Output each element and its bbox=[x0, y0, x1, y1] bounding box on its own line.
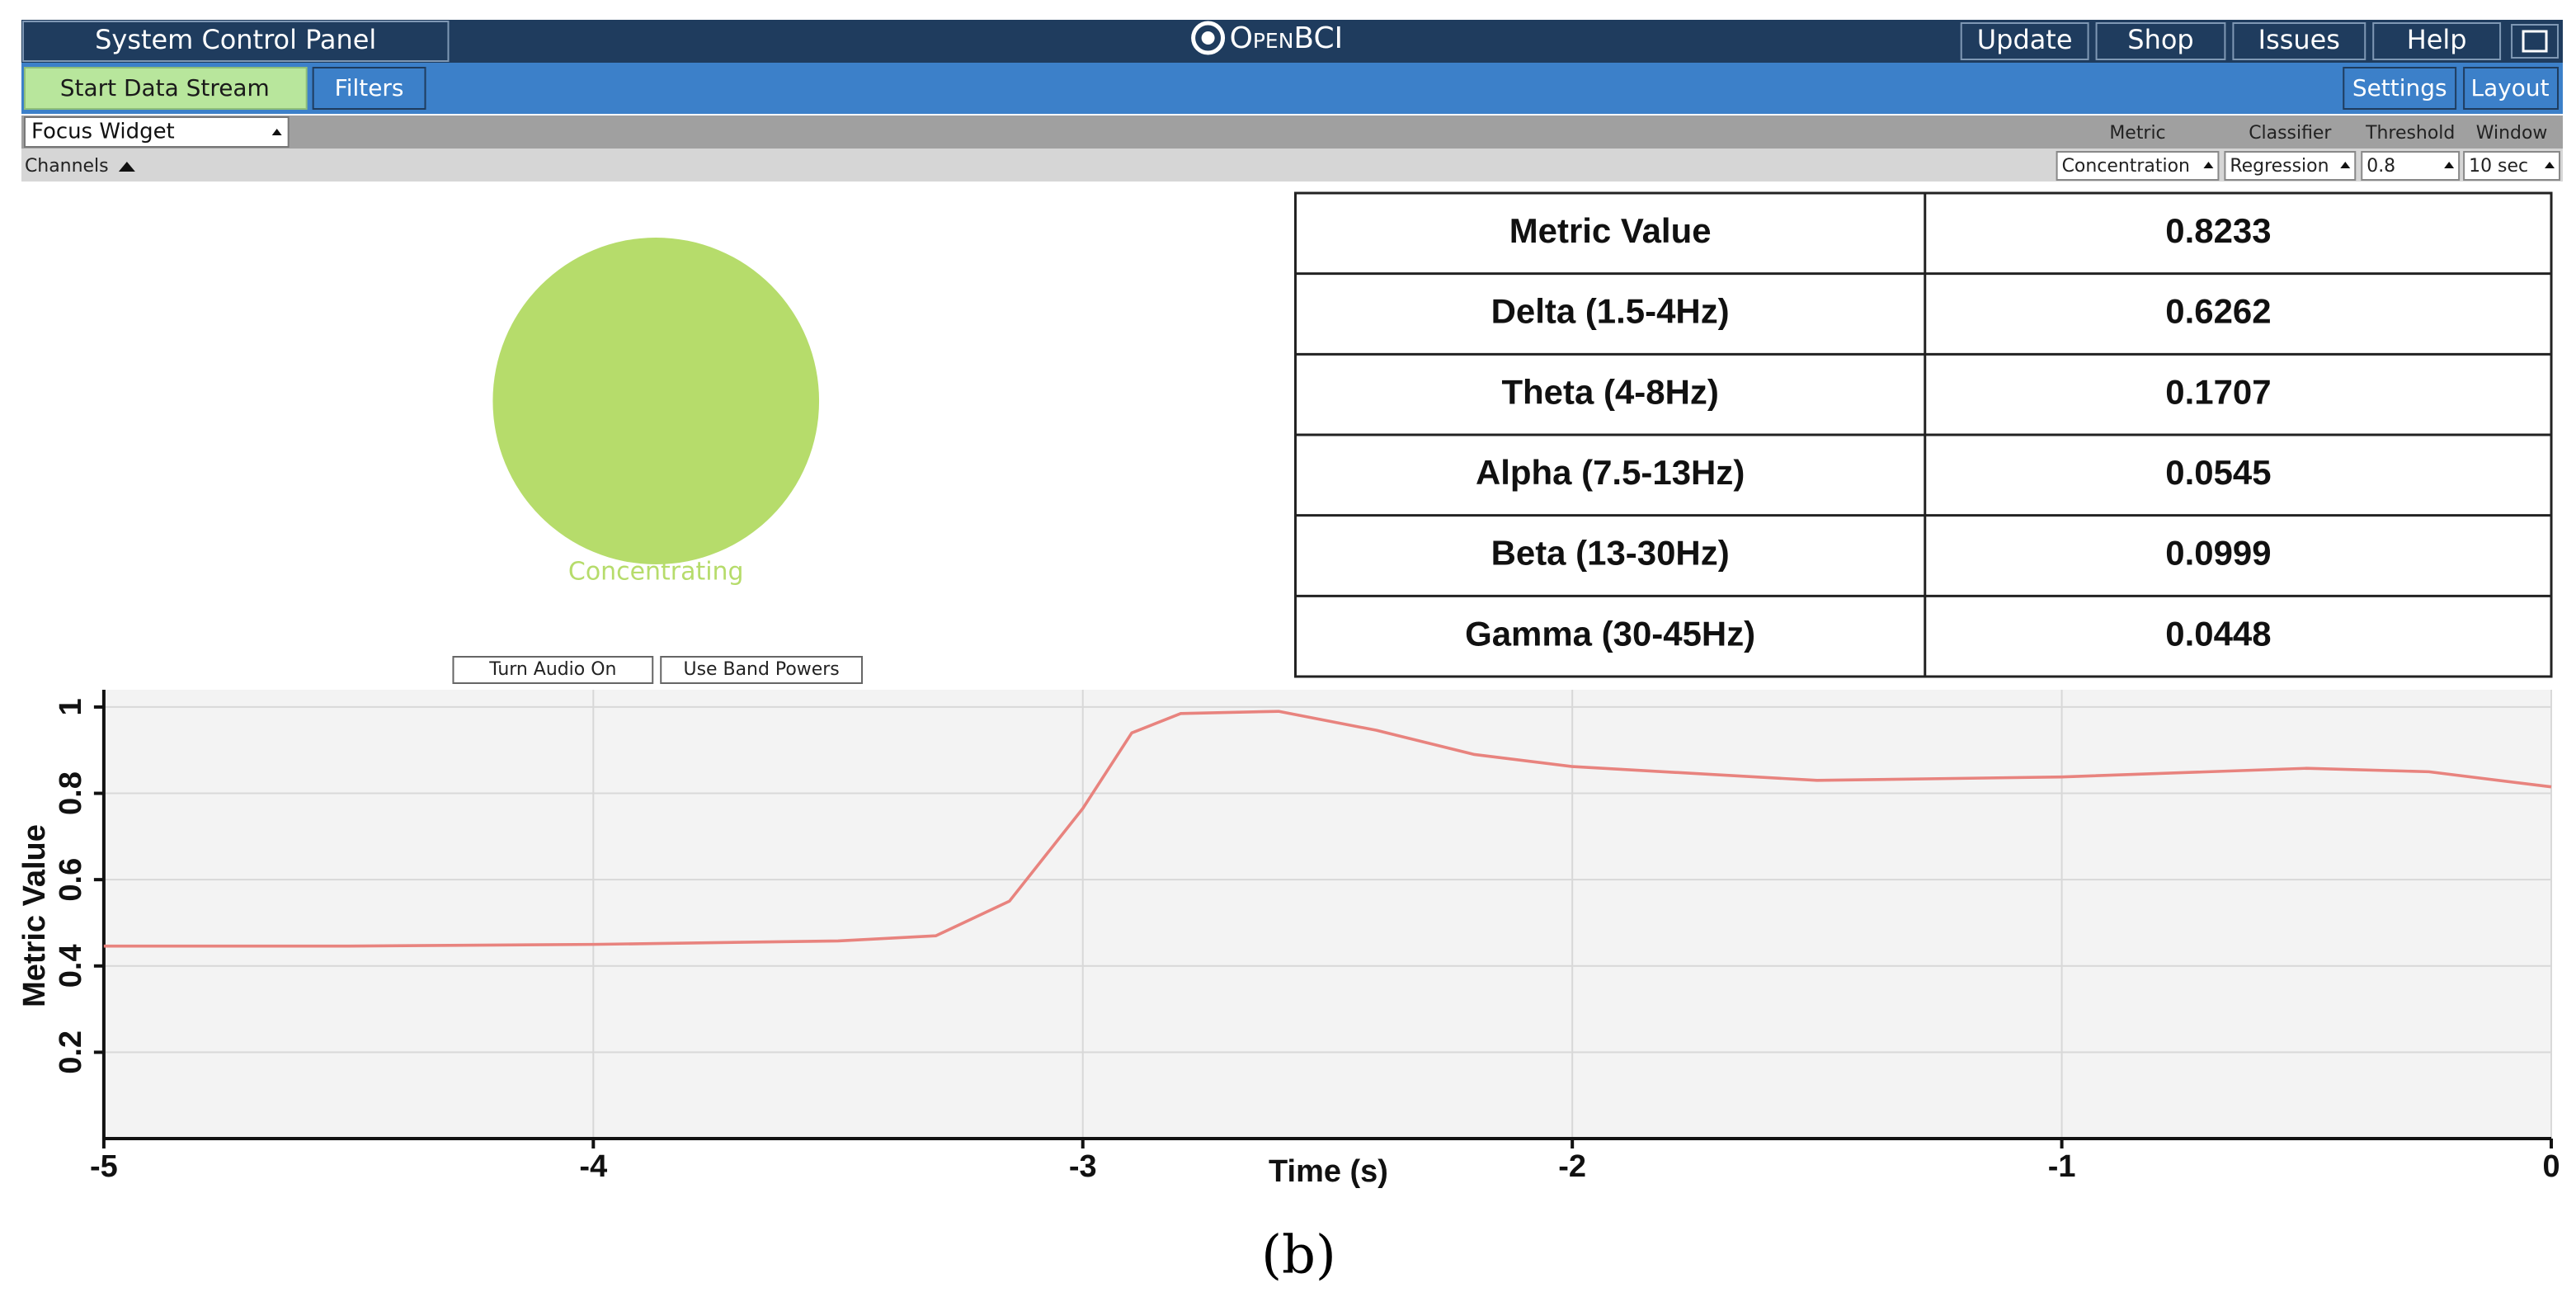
y-axis-label: Metric Value bbox=[17, 824, 52, 1007]
title-box bbox=[21, 21, 450, 62]
dropdown-label: Classifier bbox=[2249, 123, 2332, 144]
table-cell: 0.0545 bbox=[2165, 453, 2271, 492]
nav-button[interactable] bbox=[2372, 22, 2502, 60]
x-tick-label: -4 bbox=[579, 1149, 607, 1184]
table-cell: Alpha (7.5-13Hz) bbox=[1476, 453, 1745, 492]
widget-button[interactable] bbox=[660, 656, 863, 684]
dropdown-arrow bbox=[2545, 162, 2555, 168]
focus-status: Concentrating bbox=[568, 557, 744, 586]
dropdown-value: Concentration bbox=[2062, 156, 2190, 177]
y-tick-label: 1 bbox=[54, 698, 88, 715]
nav-button-label: Issues bbox=[2258, 24, 2340, 55]
nav-button[interactable] bbox=[2095, 22, 2226, 60]
nav-button-label: Shop bbox=[2127, 24, 2193, 55]
focus-indicator bbox=[492, 238, 820, 564]
y-tick-label: 0.2 bbox=[54, 1031, 88, 1074]
table-cell: 0.6262 bbox=[2165, 292, 2271, 331]
dropdown-arrow bbox=[2444, 162, 2455, 168]
dropdown[interactable] bbox=[2361, 151, 2461, 181]
toolbar bbox=[21, 63, 2564, 114]
table-cell: Delta (1.5-4Hz) bbox=[1491, 292, 1730, 331]
x-tick-label: -1 bbox=[2048, 1149, 2076, 1184]
widget-select[interactable] bbox=[23, 116, 290, 148]
dropdown-value: 0.8 bbox=[2366, 156, 2395, 177]
start-label: Start Data Stream bbox=[60, 74, 270, 101]
nav-button-label: Update bbox=[1977, 24, 2073, 55]
widget-bar bbox=[21, 116, 2564, 149]
layout-button[interactable] bbox=[2463, 67, 2560, 110]
figure-caption: (b) bbox=[1261, 1224, 1336, 1285]
y-tick-label: 0.4 bbox=[54, 944, 88, 988]
table-cell: Metric Value bbox=[1509, 211, 1712, 250]
logo: OpenBCI bbox=[1230, 21, 1344, 55]
widget-button-label: Turn Audio On bbox=[488, 659, 616, 680]
table-cell: Gamma (30-45Hz) bbox=[1465, 614, 1755, 653]
x-tick-label: -5 bbox=[90, 1149, 118, 1184]
widget-button-label: Use Band Powers bbox=[684, 659, 840, 680]
settings-label: Settings bbox=[2352, 74, 2447, 101]
dropdown[interactable] bbox=[2463, 151, 2561, 181]
y-tick-label: 0.6 bbox=[54, 858, 88, 902]
channels-label: Channels bbox=[25, 156, 109, 177]
logo-icon-core bbox=[1201, 31, 1215, 45]
dropdown-value: 10 sec bbox=[2469, 156, 2528, 177]
dropdown-label: Window bbox=[2476, 123, 2548, 144]
window-button[interactable] bbox=[2511, 24, 2560, 59]
dropdown-arrow bbox=[2203, 162, 2214, 168]
start-button[interactable] bbox=[23, 67, 308, 110]
dropdown-label: Metric bbox=[2109, 123, 2165, 144]
table-cell: 0.8233 bbox=[2165, 211, 2271, 250]
dropdown[interactable] bbox=[2056, 151, 2220, 181]
y-tick-label: 0.8 bbox=[54, 771, 88, 815]
x-axis-label: Time (s) bbox=[1269, 1154, 1388, 1189]
filters-button[interactable] bbox=[312, 67, 426, 110]
widget-button[interactable] bbox=[452, 656, 654, 684]
plot-area bbox=[103, 690, 2552, 1139]
table-cell: 0.0999 bbox=[2165, 534, 2271, 573]
nav-button[interactable] bbox=[1960, 22, 2089, 60]
x-tick-label: -3 bbox=[1069, 1149, 1097, 1184]
x-tick-label: 0 bbox=[2542, 1149, 2560, 1184]
logo-icon bbox=[1191, 21, 1226, 55]
nav-button-label: Help bbox=[2407, 24, 2467, 55]
dropdown[interactable] bbox=[2224, 151, 2357, 181]
table-cell: Theta (4-8Hz) bbox=[1501, 372, 1718, 411]
table-cell: Beta (13-30Hz) bbox=[1491, 534, 1730, 573]
layout-label: Layout bbox=[2471, 74, 2550, 101]
x-tick-label: -2 bbox=[1558, 1149, 1586, 1184]
app-title: System Control Panel bbox=[95, 24, 376, 55]
settings-button[interactable] bbox=[2343, 67, 2457, 110]
dropdown-arrow bbox=[2340, 162, 2351, 168]
widget-name: Focus Widget bbox=[31, 119, 175, 144]
nav-button[interactable] bbox=[2232, 22, 2366, 60]
window-icon bbox=[2522, 30, 2548, 53]
dropdown-arrow bbox=[271, 129, 282, 135]
table-cell: 0.0448 bbox=[2165, 614, 2271, 653]
channels-arrow bbox=[118, 162, 135, 172]
table-cell: 0.1707 bbox=[2165, 372, 2271, 411]
metric-line bbox=[103, 710, 2552, 948]
filters-label: Filters bbox=[335, 74, 404, 101]
dropdown-value: Regression bbox=[2230, 156, 2329, 177]
dropdown-label: Threshold bbox=[2365, 123, 2455, 144]
